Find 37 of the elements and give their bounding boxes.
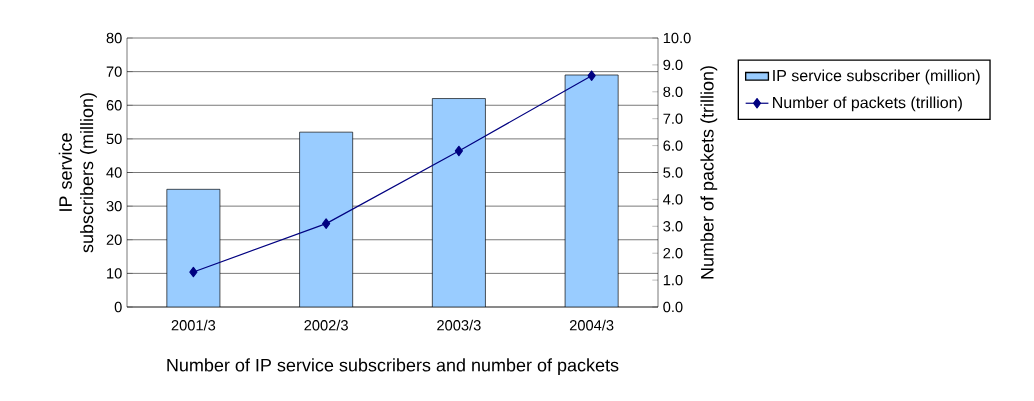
y2-tick-label: 2.0 [663, 248, 683, 259]
legend-label: IP service subscriber (million) [773, 69, 980, 85]
y-tick-label: 30 [106, 200, 122, 212]
y2-axis-title: Number of packets (trillion) [700, 66, 718, 279]
x-tick-label: 2001/3 [171, 319, 216, 331]
y-axis-title: IP service subscribers (million) [58, 93, 97, 253]
y-tick-label: 50 [106, 133, 122, 145]
y2-tick-label: 9.0 [663, 59, 683, 71]
y-tick-label: 10 [107, 268, 122, 279]
x-tick-label: 2004/3 [569, 319, 614, 331]
x-axis-title: Number of IP service subscribers and number of packets [167, 358, 619, 376]
y2-tick-label: 4.0 [663, 194, 683, 205]
bar [431, 98, 486, 307]
y2-tick-label: 10.0 [663, 32, 691, 44]
y2-tick-label: 1.0 [663, 274, 683, 286]
y-tick-label: 20 [106, 234, 122, 245]
y2-tick-label: 3.0 [663, 221, 683, 232]
legend-label: Number of packets (trillion) [773, 96, 962, 112]
bar [564, 74, 619, 307]
y-tick-label: 0 [114, 301, 122, 313]
y2-tick-label: 0.0 [663, 301, 683, 313]
point [322, 218, 331, 229]
y2-tick-label: 8.0 [663, 86, 683, 97]
bar [299, 131, 354, 307]
x-tick-label: 2002/3 [304, 319, 348, 331]
x-tick-label: 2003/3 [437, 319, 481, 331]
point [189, 266, 198, 278]
bar [166, 188, 221, 307]
y-tick-label: 70 [106, 66, 122, 77]
y-tick-label: 40 [106, 167, 122, 178]
point [587, 70, 596, 81]
y-tick-label: 60 [106, 100, 122, 111]
y2-tick-label: 5.0 [663, 167, 683, 178]
y2-tick-label: 6.0 [663, 140, 683, 151]
y2-tick-label: 7.0 [663, 113, 683, 124]
point [454, 145, 463, 157]
y-tick-label: 80 [106, 32, 122, 44]
